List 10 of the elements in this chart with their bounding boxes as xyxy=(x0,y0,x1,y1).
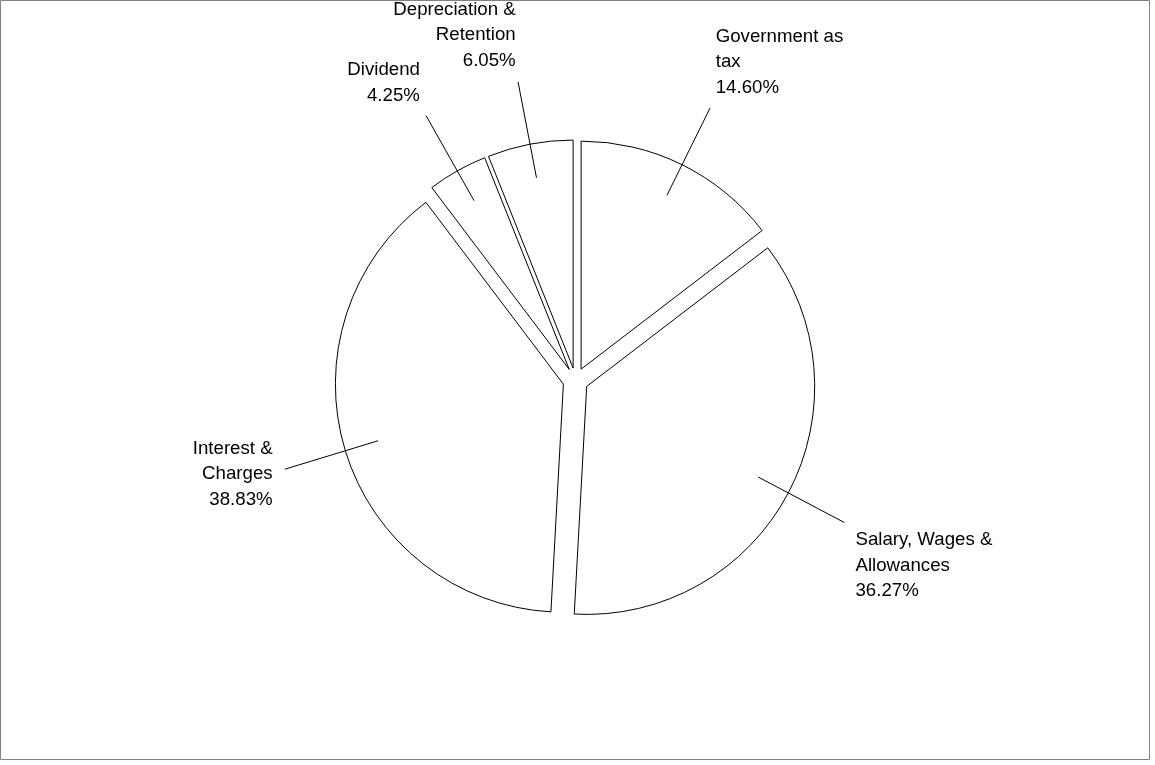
slice-label: Government as tax xyxy=(715,25,844,72)
slice-label: Depreciation & Retention xyxy=(393,0,517,45)
slice-label: Salary, Wages & Allowances xyxy=(855,528,993,575)
data-label: 38.83% xyxy=(209,487,273,509)
data-label: 14.60% xyxy=(715,75,779,97)
data-label: 6.05% xyxy=(462,48,516,70)
slice-label: Interest & Charges xyxy=(192,437,274,484)
slice-label: Dividend xyxy=(347,58,420,80)
data-label: 36.27% xyxy=(855,578,919,600)
data-label: 4.25% xyxy=(367,83,420,105)
